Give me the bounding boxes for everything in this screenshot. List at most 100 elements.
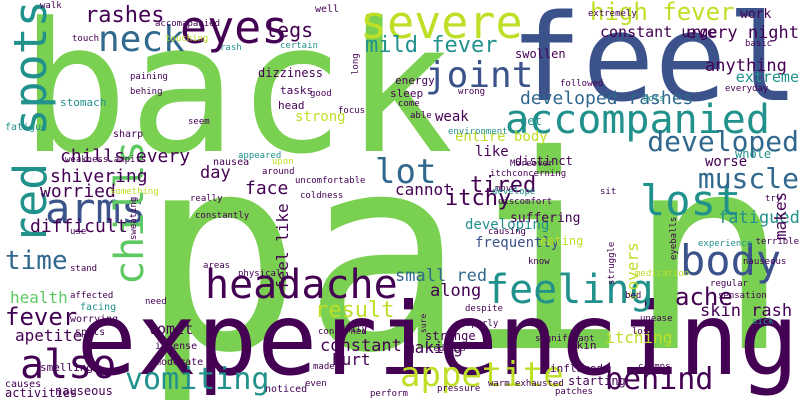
word: activities (5, 386, 78, 400)
word: sit (600, 187, 617, 197)
word: weak (435, 109, 469, 125)
word: need (145, 297, 167, 307)
word: worse (705, 154, 748, 170)
word: suffering (510, 211, 581, 226)
word: skin (570, 339, 597, 352)
word: coldness (300, 191, 344, 201)
word: sleep (390, 87, 424, 100)
word: experiencing (76, 281, 799, 398)
word: along (430, 281, 482, 301)
word: even (305, 379, 327, 389)
word: uncomfortable (295, 176, 366, 186)
word: stomach (60, 96, 107, 109)
word: body (680, 236, 782, 285)
word: bed (625, 291, 642, 301)
word: develope (492, 187, 536, 197)
word: around (262, 167, 295, 177)
word: despite (465, 304, 503, 314)
word: severe (360, 0, 523, 49)
word: also (20, 342, 117, 388)
word: health (10, 288, 68, 307)
word: daily (340, 325, 368, 335)
word: environment (448, 127, 508, 137)
word: nausea (213, 157, 250, 168)
word: something (110, 187, 159, 197)
word: frequently (475, 235, 560, 251)
word: made (313, 362, 335, 372)
word: areas (203, 261, 231, 271)
word: patches (555, 387, 593, 397)
word: weakness ampits (65, 155, 147, 165)
word: warm (488, 379, 510, 389)
word: constant urge (600, 23, 718, 41)
word: spots (75, 327, 106, 338)
word: concerning (512, 169, 567, 179)
word: terrible (755, 237, 799, 247)
word: inflamed (550, 362, 603, 375)
word: accompanied (505, 97, 770, 143)
word: joint (425, 55, 534, 96)
word: neck (98, 19, 185, 60)
word: use (70, 227, 87, 237)
word: exhausted (515, 379, 564, 389)
word: making (405, 338, 463, 357)
word: result (315, 298, 395, 323)
word: legs (265, 18, 314, 42)
word: seem (188, 117, 210, 127)
word: developed (647, 125, 799, 158)
word: significant (535, 334, 595, 344)
word: regular (710, 279, 748, 289)
word: appetite (400, 355, 564, 395)
word: perform (370, 389, 408, 399)
word: muscle (697, 162, 799, 195)
word: face (245, 178, 289, 199)
word: sensation (718, 291, 767, 301)
word: arms (45, 184, 147, 233)
word: facing (80, 302, 117, 313)
word: know (528, 257, 550, 267)
word: constant (320, 336, 402, 356)
word: cramps (638, 362, 671, 372)
word: discomfort (498, 197, 553, 207)
word: rash (220, 43, 242, 53)
word: strong (295, 109, 346, 125)
word: fever (5, 303, 78, 331)
word: upon (272, 157, 294, 167)
word: really (190, 194, 223, 204)
word: feeling (485, 267, 654, 313)
word: eating (540, 234, 584, 248)
word: like (475, 144, 509, 160)
word: starting (568, 374, 626, 388)
word: distinct (515, 154, 573, 168)
word: nauseous (743, 257, 787, 267)
word: mild fever (365, 33, 498, 58)
word: accomapanied (155, 19, 221, 29)
word: developed rashes (520, 88, 694, 109)
word: wrong (458, 87, 486, 97)
word: constantly (195, 211, 250, 221)
word: good (310, 89, 332, 99)
word: feel (510, 0, 799, 129)
word: every night (686, 23, 799, 43)
word: struggle (607, 241, 617, 285)
word: behing (130, 87, 163, 97)
word: shivering (50, 166, 148, 187)
word: head (278, 99, 305, 112)
word: vomit (148, 320, 194, 338)
word: eyeballs (669, 216, 679, 260)
word: extreme (735, 68, 799, 86)
word: dots (643, 94, 665, 104)
word: able (410, 111, 432, 121)
word: sure (419, 313, 428, 333)
word: fatigue (5, 122, 48, 133)
word: Moreover (510, 159, 554, 169)
word: hurt (332, 350, 371, 369)
word: concerned (318, 327, 367, 337)
word: focus (338, 106, 366, 116)
word: nauseous (55, 384, 113, 398)
word: extremely (588, 9, 637, 19)
word: walk (40, 1, 62, 11)
word: sweating (129, 196, 139, 240)
word: causes (5, 379, 42, 390)
word: apetite (15, 326, 83, 345)
